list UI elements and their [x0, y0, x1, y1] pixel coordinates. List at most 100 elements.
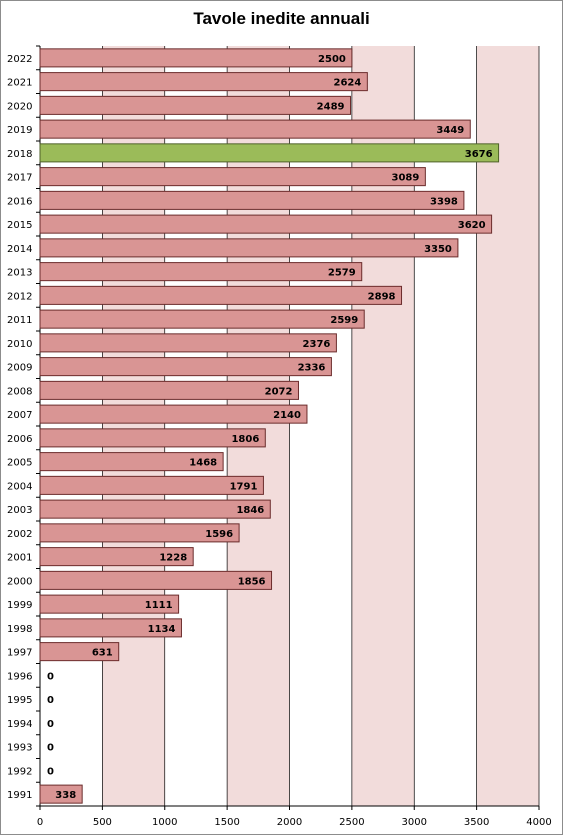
y-tick-label: 1994 [7, 719, 32, 730]
data-label: 3398 [430, 196, 458, 207]
data-label: 1806 [231, 434, 259, 445]
y-tick-label: 2022 [7, 54, 32, 65]
data-label: 631 [92, 648, 113, 659]
bar [39, 570, 273, 590]
bar [39, 190, 465, 210]
data-label: 1791 [230, 481, 258, 492]
data-label: 1228 [159, 553, 187, 564]
y-tick-label: 2018 [7, 149, 32, 160]
y-tick-label: 2010 [7, 339, 32, 350]
bar [39, 95, 352, 115]
bar [39, 618, 182, 638]
y-tick-label: 1996 [7, 671, 32, 682]
data-label: 0 [47, 766, 54, 777]
bar [39, 594, 180, 614]
bar [39, 452, 224, 472]
data-label: 2500 [318, 54, 346, 65]
y-tick-label: 2006 [7, 434, 32, 445]
x-tick-label: 4000 [526, 817, 551, 828]
data-label: 0 [47, 671, 54, 682]
chart-title: Tavole inedite annuali [193, 9, 370, 28]
y-tick-label: 2000 [7, 576, 32, 587]
bar [39, 642, 120, 662]
data-label: 0 [47, 743, 54, 754]
y-tick-label: 2002 [7, 529, 32, 540]
bar [39, 285, 403, 305]
bar [39, 143, 500, 163]
bar [39, 238, 459, 258]
data-label: 3620 [458, 220, 486, 231]
y-tick-label: 1991 [7, 790, 32, 801]
x-tick-label: 3000 [402, 817, 427, 828]
bar [39, 262, 363, 282]
bar [39, 167, 426, 187]
y-tick-label: 2003 [7, 505, 32, 516]
data-label: 2624 [334, 78, 362, 89]
y-tick-label: 1993 [7, 743, 32, 754]
bar [39, 380, 299, 400]
plot-band [476, 46, 539, 806]
x-tick-label: 1000 [152, 817, 177, 828]
y-tick-label: 2007 [7, 410, 32, 421]
data-label: 2579 [328, 268, 356, 279]
y-tick-label: 1995 [7, 695, 32, 706]
data-label: 0 [47, 719, 54, 730]
y-tick-label: 1997 [7, 648, 32, 659]
data-label: 2898 [368, 291, 396, 302]
y-tick-label: 2019 [7, 125, 32, 136]
bar [39, 784, 83, 804]
y-tick-label: 2008 [7, 386, 32, 397]
data-label: 2599 [330, 315, 358, 326]
data-label: 1596 [205, 529, 233, 540]
bar [39, 357, 332, 377]
y-tick-label: 1999 [7, 600, 32, 611]
y-tick-label: 2009 [7, 363, 32, 374]
y-tick-label: 1992 [7, 766, 32, 777]
data-label: 2376 [303, 339, 331, 350]
y-tick-label: 2020 [7, 101, 32, 112]
data-label: 1468 [189, 458, 217, 469]
bar [39, 309, 365, 329]
bar [39, 547, 194, 567]
bar [39, 333, 337, 353]
bar [39, 523, 240, 543]
y-tick-label: 2016 [7, 196, 32, 207]
x-tick-label: 500 [93, 817, 112, 828]
y-tick-label: 2014 [7, 244, 32, 255]
data-label: 3350 [424, 244, 452, 255]
data-label: 2072 [265, 386, 293, 397]
y-tick-label: 2012 [7, 291, 32, 302]
data-label: 2489 [317, 101, 345, 112]
y-tick-label: 1998 [7, 624, 32, 635]
bar [39, 119, 471, 139]
bar [39, 72, 368, 92]
data-label: 338 [55, 790, 76, 801]
y-tick-label: 2011 [7, 315, 32, 326]
y-tick-label: 2004 [7, 481, 32, 492]
data-label: 1134 [148, 624, 176, 635]
y-tick-label: 2001 [7, 553, 32, 564]
bar [39, 428, 266, 448]
data-label: 3676 [465, 149, 493, 160]
x-tick-label: 0 [37, 817, 43, 828]
data-label: 2140 [273, 410, 301, 421]
data-label: 0 [47, 695, 54, 706]
data-label: 1111 [145, 600, 173, 611]
y-tick-label: 2021 [7, 78, 32, 89]
y-tick-label: 2015 [7, 220, 32, 231]
x-tick-label: 1500 [214, 817, 239, 828]
y-tick-label: 2005 [7, 458, 32, 469]
bar [39, 48, 353, 68]
data-label: 3449 [436, 125, 464, 136]
data-label: 3089 [392, 173, 420, 184]
bar [39, 475, 264, 495]
bar [39, 404, 308, 424]
data-label: 1846 [236, 505, 264, 516]
x-tick-label: 2000 [277, 817, 302, 828]
data-label: 1856 [238, 576, 266, 587]
data-label: 2336 [298, 363, 326, 374]
x-tick-label: 3500 [464, 817, 489, 828]
bar [39, 214, 493, 234]
bar [39, 499, 271, 519]
y-tick-label: 2017 [7, 173, 32, 184]
